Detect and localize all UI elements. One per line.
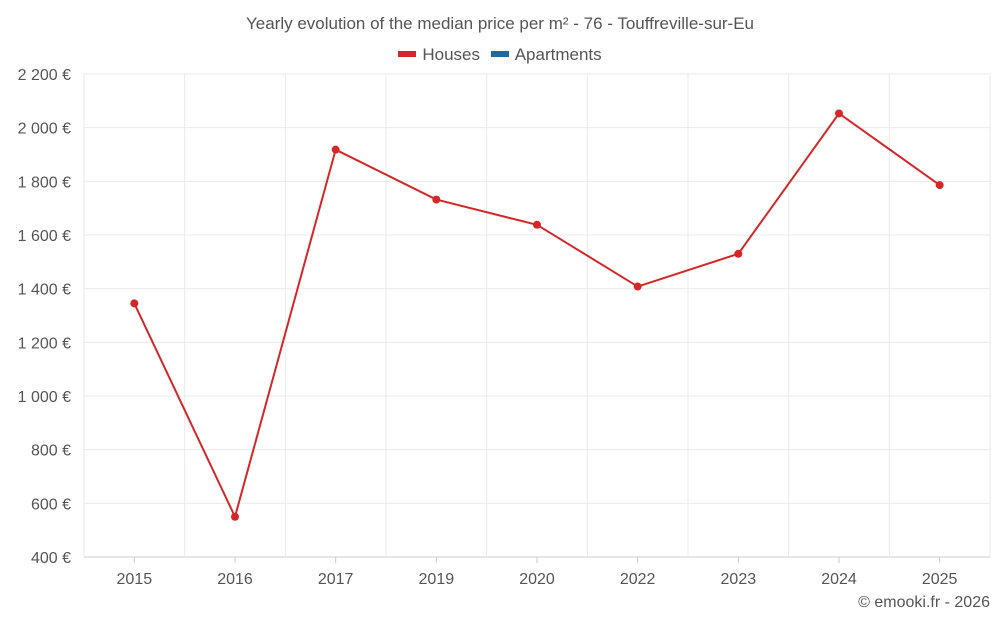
- legend-swatch-houses: [398, 50, 417, 57]
- data-point: [734, 249, 743, 258]
- legend-item-apartments[interactable]: Apartments: [490, 45, 602, 65]
- x-tick-label: 2019: [419, 571, 455, 588]
- x-tick-label: 2023: [721, 571, 757, 588]
- y-tick-label: 2 200 €: [18, 67, 71, 84]
- data-point: [633, 282, 642, 291]
- data-point: [331, 145, 340, 154]
- x-tick-label: 2016: [217, 571, 253, 588]
- x-tick-label: 2024: [821, 571, 857, 588]
- axis-layer: 400 € 600 € 800 € 1 000 € 1 200 € 1 400 € 1 60…: [18, 67, 958, 588]
- legend-label-houses: Houses: [422, 45, 480, 64]
- series-layer: [130, 109, 944, 521]
- legend-swatch-apartments: [490, 50, 509, 57]
- legend-label-apartments: Apartments: [514, 45, 602, 64]
- data-point: [432, 195, 441, 204]
- grid-layer: [83, 73, 991, 558]
- data-point: [935, 181, 944, 190]
- chart-title: Yearly evolution of the median price per…: [245, 14, 755, 33]
- y-tick-label: 1 600 €: [18, 228, 71, 245]
- data-point: [533, 220, 541, 229]
- x-tick-label: 2022: [620, 571, 656, 588]
- y-tick-label: 600 €: [31, 496, 71, 513]
- y-tick-label: 1 200 €: [18, 335, 71, 352]
- series-line-houses: [133, 112, 941, 518]
- credit-text: © emooki.fr - 2026: [858, 594, 990, 611]
- legend: Houses Apartments: [0, 45, 1000, 65]
- x-tick-label: 2015: [117, 571, 153, 588]
- y-tick-label: 400 €: [31, 550, 71, 567]
- data-point: [835, 109, 843, 118]
- y-tick-label: 800 €: [31, 443, 71, 460]
- x-tick-label: 2025: [922, 571, 958, 588]
- data-point: [231, 512, 239, 521]
- y-tick-label: 1 400 €: [18, 282, 71, 299]
- x-tick-label: 2020: [519, 571, 555, 588]
- y-tick-label: 2 000 €: [18, 121, 71, 138]
- data-point: [130, 299, 139, 308]
- x-tick-label: 2017: [318, 571, 354, 588]
- y-tick-label: 1 000 €: [18, 389, 71, 406]
- y-tick-label: 1 800 €: [18, 174, 71, 191]
- legend-item-houses[interactable]: Houses: [398, 45, 480, 65]
